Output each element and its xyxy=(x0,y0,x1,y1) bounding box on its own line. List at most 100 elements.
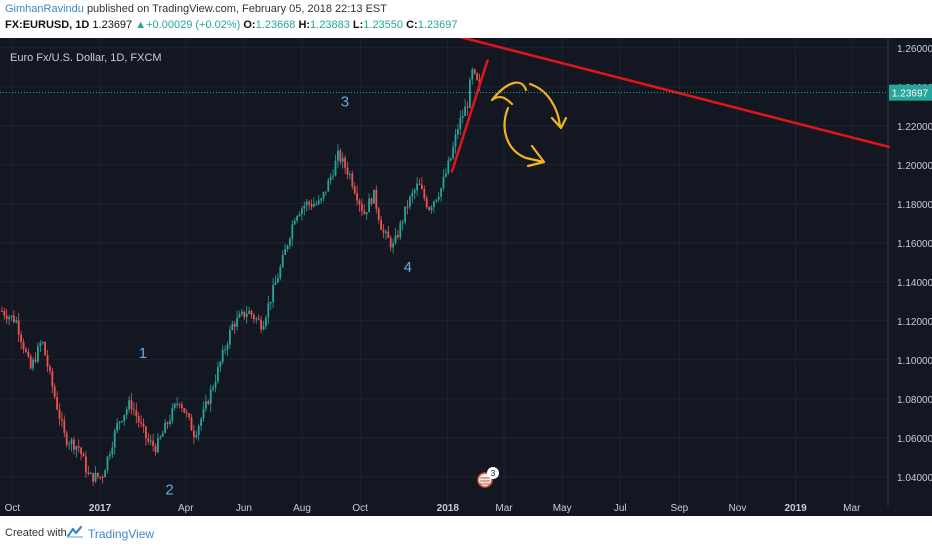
candle-body xyxy=(267,303,270,318)
candle-body xyxy=(433,201,435,208)
last-price-marker: 1.23697 xyxy=(0,84,932,101)
candle-body xyxy=(356,193,359,201)
candle-body xyxy=(145,426,147,439)
candle-body xyxy=(3,311,6,316)
candle-body xyxy=(459,117,462,130)
candle-body xyxy=(149,440,152,442)
candle-body xyxy=(25,349,27,352)
candle-body xyxy=(332,175,335,177)
chart-area[interactable]: 1 2 3 4 1.04000 1.06000 1.08000 1.10000 1.12000… xyxy=(0,38,932,516)
candle-body xyxy=(188,413,191,418)
candle-body xyxy=(99,476,102,478)
candle-body xyxy=(207,401,210,405)
price-axis[interactable]: 1.04000 1.06000 1.08000 1.10000 1.12000 1.140… xyxy=(897,44,932,484)
candle-body xyxy=(118,421,121,424)
candle-body xyxy=(233,323,236,327)
candle-body xyxy=(363,210,366,215)
candle-body xyxy=(161,433,164,437)
y-tick-label: 1.06000 xyxy=(897,434,932,445)
wave-label: 1 xyxy=(139,345,147,362)
y-tick-label: 1.26000 xyxy=(897,44,932,55)
event-badge[interactable]: 3 xyxy=(477,467,499,488)
candle-body xyxy=(159,436,162,439)
high-label: H: xyxy=(298,19,311,31)
candle-body xyxy=(15,320,18,323)
x-tick-label: Apr xyxy=(178,503,194,514)
candle-body xyxy=(205,401,207,409)
candle-body xyxy=(377,208,380,220)
x-tick-label: Aug xyxy=(293,503,311,514)
low-label: L: xyxy=(352,19,364,31)
candle-body xyxy=(289,238,291,246)
x-tick-label: May xyxy=(553,503,572,514)
candle-body xyxy=(5,315,8,320)
candle-body xyxy=(327,180,330,192)
candle-body xyxy=(166,422,169,425)
symbol-label: FX:EURUSD, 1D xyxy=(5,19,90,31)
x-tick-label: 2019 xyxy=(784,503,807,514)
x-tick-label: Mar xyxy=(495,503,513,514)
candle-body xyxy=(440,188,443,197)
candle-body xyxy=(313,204,315,207)
candle-body xyxy=(418,183,421,185)
candle-body xyxy=(171,407,174,421)
candle-body xyxy=(58,409,61,419)
candle-body xyxy=(461,116,464,118)
candle-body xyxy=(464,106,467,117)
candle-body xyxy=(49,366,51,372)
time-axis[interactable]: Oct 2017 Apr Jun Aug Oct 2018 Mar May Jul Sep Nov 20… xyxy=(5,503,861,514)
candle-body xyxy=(202,408,205,419)
candle-body xyxy=(68,444,71,446)
candle-body xyxy=(241,311,243,315)
candle-body xyxy=(255,318,258,320)
candle-body xyxy=(248,310,251,314)
candle-body xyxy=(425,198,428,208)
candle-body xyxy=(301,208,303,215)
x-tick-label: Jul xyxy=(614,503,627,514)
candle-body xyxy=(353,186,356,194)
tradingview-brand[interactable]: TradingView xyxy=(88,527,155,541)
grid xyxy=(0,38,889,506)
candle-body xyxy=(214,381,217,388)
high-value: 1.23883 xyxy=(310,19,350,31)
candle-body xyxy=(123,414,126,422)
candle-body xyxy=(236,317,239,327)
candle-body xyxy=(382,229,385,233)
candle-body xyxy=(291,224,294,239)
open-label: O: xyxy=(243,19,256,31)
price-chart[interactable]: 1 2 3 4 1.04000 1.06000 1.08000 1.10000 1.12000… xyxy=(0,38,932,516)
candle-body xyxy=(200,418,203,426)
open-value: 1.23668 xyxy=(255,19,296,31)
candle-body xyxy=(183,408,186,413)
candle-body xyxy=(17,320,20,335)
forecast-arrow-down xyxy=(503,106,546,168)
candle-body xyxy=(394,235,397,244)
candle-body xyxy=(116,423,119,431)
candle-body xyxy=(221,349,224,362)
candle-body xyxy=(164,422,167,434)
tradingview-logo-icon[interactable] xyxy=(66,525,84,539)
candle-body xyxy=(173,403,176,408)
candle-body xyxy=(109,454,111,457)
candle-body xyxy=(111,447,114,455)
candle-body xyxy=(452,146,455,159)
wave-label: 4 xyxy=(404,259,412,276)
x-tick-label: Sep xyxy=(670,503,688,514)
wave-labels: 1 2 3 4 xyxy=(139,93,412,498)
candle-body xyxy=(404,206,407,222)
candle-body xyxy=(209,389,212,405)
up-arrow-icon: ▲ xyxy=(135,19,147,31)
created-with-text: Created with xyxy=(5,527,67,539)
candle-body xyxy=(37,346,39,362)
author-link[interactable]: GimhanRavindu xyxy=(5,3,84,15)
candle-body xyxy=(368,198,371,213)
candle-body xyxy=(361,204,363,211)
candle-body xyxy=(401,221,404,223)
badge-count-bg xyxy=(487,467,499,479)
candle-body xyxy=(169,420,171,425)
candle-body xyxy=(243,311,246,318)
last-price-badge xyxy=(889,84,932,101)
candle-body xyxy=(94,472,97,482)
candle-body xyxy=(473,69,476,74)
candle-body xyxy=(375,189,378,209)
